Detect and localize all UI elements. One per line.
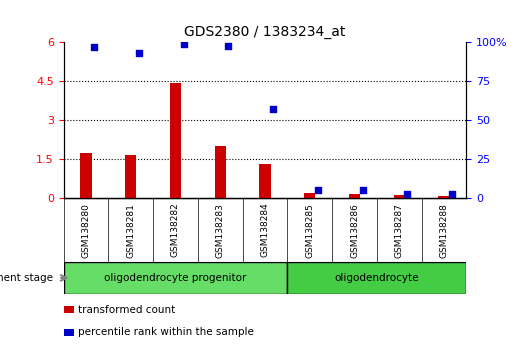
Text: oligodendrocyte progenitor: oligodendrocyte progenitor (104, 273, 246, 283)
Point (448, 191, 456, 196)
Bar (438, 196, 449, 198)
Text: percentile rank within the sample: percentile rank within the sample (78, 327, 253, 337)
Text: GSM138281: GSM138281 (126, 202, 135, 258)
Text: GSM138287: GSM138287 (395, 202, 404, 258)
Bar (215, 146, 226, 198)
Point (269, 107, 277, 112)
Text: GSM138282: GSM138282 (171, 203, 180, 257)
Text: GSM138285: GSM138285 (305, 202, 314, 258)
Bar (349, 194, 360, 198)
Point (224, 43, 233, 48)
Text: GSM138280: GSM138280 (82, 202, 91, 258)
Bar (64, 329, 74, 336)
Point (358, 188, 367, 193)
Bar (394, 195, 405, 198)
Text: development stage: development stage (0, 273, 53, 283)
Point (179, 41, 188, 47)
Bar (170, 83, 181, 198)
Bar (259, 165, 271, 198)
Point (135, 51, 143, 56)
Point (314, 188, 322, 193)
Point (403, 191, 412, 196)
Text: GSM138284: GSM138284 (261, 203, 269, 257)
Bar (304, 193, 315, 198)
Text: oligodendrocyte: oligodendrocyte (334, 273, 419, 283)
Title: GDS2380 / 1383234_at: GDS2380 / 1383234_at (184, 25, 346, 39)
Bar (64, 306, 74, 313)
Bar (64, 262, 287, 294)
Bar (81, 153, 92, 198)
Text: GSM138288: GSM138288 (439, 202, 448, 258)
Text: GSM138283: GSM138283 (216, 202, 225, 258)
Bar (287, 262, 466, 294)
Bar (125, 155, 136, 198)
Point (90, 44, 98, 50)
Text: transformed count: transformed count (78, 305, 175, 315)
Text: GSM138286: GSM138286 (350, 202, 359, 258)
